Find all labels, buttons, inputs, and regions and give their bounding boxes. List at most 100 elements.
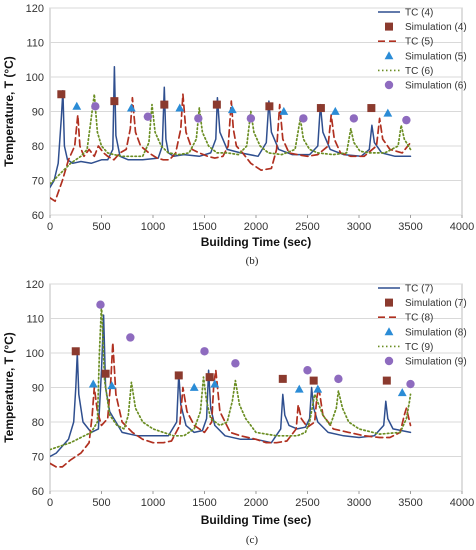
data-point [265, 102, 274, 111]
data-point [212, 100, 221, 109]
data-point [349, 114, 359, 123]
legend-item: TC (5) [378, 37, 433, 48]
data-point [107, 381, 117, 390]
data-point [231, 359, 240, 368]
data-point [200, 347, 209, 356]
legend-item: TC (6) [378, 66, 433, 77]
legend-item: Simulation (9) [384, 356, 467, 368]
y-tick-label: 110 [26, 314, 44, 326]
data-point [143, 112, 153, 121]
legend-label: TC (5) [405, 37, 433, 48]
x-tick-label: 500 [92, 497, 110, 509]
chart-panel-1: 60 70 80 90 100 110 120 0 500 1000 1500 2000 2500 300… [2, 279, 474, 546]
x-tick-label: 2500 [295, 497, 319, 509]
series-group [50, 65, 412, 203]
legend-label: TC (6) [405, 66, 433, 77]
data-point [309, 376, 318, 385]
x-tick-label: 0 [47, 221, 53, 233]
y-tick-label: 60 [32, 486, 44, 498]
data-point [382, 376, 391, 385]
data-point [246, 114, 256, 123]
y-tick-label: 90 [32, 107, 44, 119]
data-point [299, 114, 308, 123]
y-tick-label: 70 [32, 452, 44, 464]
x-tick-label: 3500 [398, 221, 422, 233]
y-tick-label: 110 [26, 38, 44, 50]
y-tick-label: 100 [26, 348, 44, 360]
legend-label: TC (4) [405, 8, 433, 19]
x-tick-label: 1500 [192, 221, 216, 233]
data-point [189, 382, 199, 391]
x-tick-label: 3500 [398, 497, 422, 509]
series-group [50, 300, 415, 468]
legend-label: TC (8) [405, 313, 433, 324]
y-tick-label: 100 [26, 72, 44, 84]
legend-marker-swatch [384, 80, 394, 90]
x-axis-label: Building Time (sec) [201, 235, 311, 249]
legend-marker-swatch [385, 298, 393, 307]
legend-item: TC (4) [378, 8, 433, 19]
series-line [50, 93, 412, 185]
y-axis-label: Temperature, T (°C) [2, 56, 16, 167]
data-point [126, 103, 136, 112]
legend-marker-swatch [384, 327, 394, 336]
panel-label: (b) [246, 255, 259, 267]
legend-item: Simulation (4) [385, 22, 467, 33]
legend-item: TC (8) [378, 313, 433, 324]
legend: TC (7) Simulation (7) TC (8) Simulation (8)… [378, 284, 467, 368]
panel-label: (c) [246, 534, 259, 546]
data-point [313, 384, 323, 393]
y-tick-label: 120 [26, 279, 44, 291]
legend-marker-swatch [384, 356, 394, 366]
data-point [383, 108, 393, 117]
y-tick-label: 70 [32, 176, 44, 188]
x-tick-label: 1000 [141, 497, 165, 509]
x-tick-label: 500 [92, 221, 110, 233]
y-tick-label: 60 [32, 210, 44, 222]
data-point [210, 379, 220, 388]
data-point [96, 300, 105, 309]
legend-label: Simulation (8) [405, 327, 467, 338]
legend-label: Simulation (7) [405, 298, 467, 309]
data-point [303, 366, 312, 375]
y-tick-label: 120 [26, 3, 44, 15]
legend-label: TC (9) [405, 342, 433, 353]
x-tick-label: 2500 [295, 221, 319, 233]
data-point [294, 384, 304, 393]
legend-label: Simulation (5) [405, 51, 467, 62]
data-point [397, 388, 407, 397]
legend-item: Simulation (8) [384, 327, 467, 338]
legend-label: Simulation (9) [405, 357, 467, 368]
data-point [334, 374, 343, 384]
data-point [278, 374, 287, 383]
data-point [57, 90, 66, 99]
data-point [316, 104, 325, 113]
data-point [330, 106, 340, 115]
data-point [72, 101, 82, 110]
x-axis-label: Building Time (sec) [201, 513, 311, 527]
data-point [194, 114, 203, 123]
x-tick-label: 3000 [347, 221, 371, 233]
x-tick-label: 4000 [450, 497, 474, 509]
x-tick-label: 4000 [450, 221, 474, 233]
x-tick-label: 2000 [244, 221, 268, 233]
data-point [88, 379, 98, 388]
y-tick-label: 90 [32, 383, 44, 395]
legend-item: Simulation (5) [384, 51, 467, 62]
data-point [227, 105, 237, 114]
data-point [367, 104, 376, 113]
data-point [402, 115, 411, 125]
legend-marker-swatch [384, 51, 394, 60]
x-tick-label: 0 [47, 497, 53, 509]
legend-label: Simulation (6) [405, 81, 467, 92]
series-line [50, 314, 412, 458]
y-axis-label: Temperature, T (°C) [2, 332, 16, 443]
legend: TC (4) Simulation (4) TC (5) Simulation (5)… [378, 8, 467, 92]
data-point [126, 333, 135, 342]
data-point [174, 371, 183, 380]
legend-item: TC (7) [378, 284, 433, 295]
y-tick-label: 80 [32, 417, 44, 429]
legend-item: Simulation (7) [385, 298, 467, 309]
data-point [101, 369, 110, 378]
